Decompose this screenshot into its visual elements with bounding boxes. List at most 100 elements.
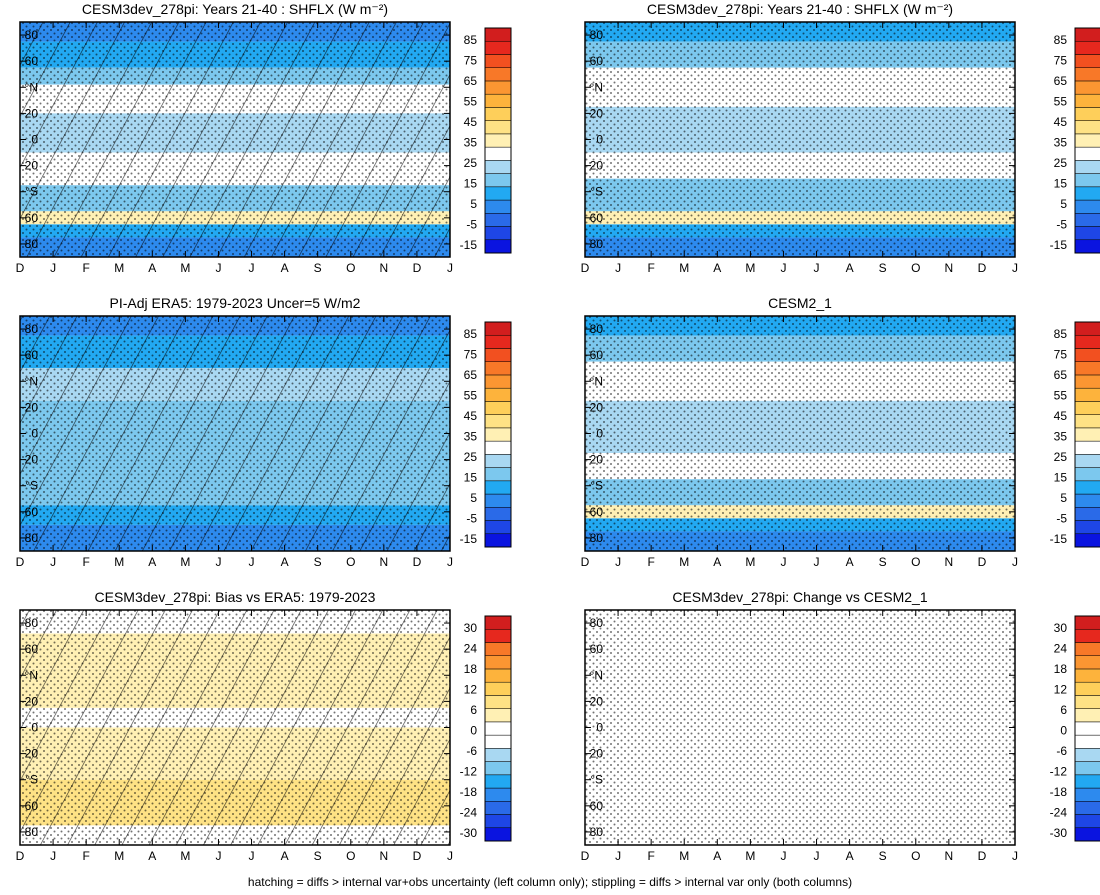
y-tick-label: 80 xyxy=(25,28,39,42)
colorbar-swatch xyxy=(484,427,512,442)
colorbar-swatch xyxy=(484,440,512,455)
colorbar-swatch xyxy=(484,655,512,670)
x-tick-label: J xyxy=(50,849,56,863)
colorbar-swatch xyxy=(484,199,512,214)
colorbar-swatch xyxy=(1074,493,1100,508)
colorbar-swatch xyxy=(484,93,512,108)
x-tick-label: F xyxy=(82,261,89,275)
colorbar-swatch xyxy=(484,628,512,643)
x-tick-label: M xyxy=(114,261,124,275)
colorbar-label: 45 xyxy=(1054,115,1068,129)
colorbar-label: 0 xyxy=(1060,724,1067,738)
colorbar-label: 18 xyxy=(464,662,478,676)
x-tick-label: S xyxy=(879,261,887,275)
colorbar-label: 18 xyxy=(1054,662,1068,676)
colorbar-swatch xyxy=(1074,40,1100,55)
colorbar-swatch xyxy=(1074,374,1100,389)
colorbar-swatch xyxy=(1074,507,1100,521)
y-tick-label: 0 xyxy=(596,133,603,147)
panel-title: CESM3dev_278pi: Years 21-40 : SHFLX (W m… xyxy=(82,1,388,17)
colorbar-label: -18 xyxy=(1050,785,1068,799)
x-tick-label: A xyxy=(846,261,854,275)
colorbar-label: 24 xyxy=(1054,642,1068,656)
x-tick-label: N xyxy=(945,555,954,569)
x-tick-label: J xyxy=(215,849,221,863)
colorbar-label: 55 xyxy=(1054,389,1068,403)
colorbar-label: 85 xyxy=(464,327,478,341)
panel-middle-right: CESM2_1 -553322183012402-158060°N20020°S… xyxy=(581,295,1018,569)
x-tick-label: J xyxy=(814,261,820,275)
colorbar-label: 6 xyxy=(1060,703,1067,717)
x-tick-label: M xyxy=(745,555,755,569)
y-tick-label: °S xyxy=(590,185,603,199)
colorbar-label: 15 xyxy=(1054,471,1068,485)
x-tick-label: S xyxy=(879,555,887,569)
colorbar-label: 25 xyxy=(464,156,478,170)
colorbar-label: -15 xyxy=(1050,532,1068,546)
colorbar-swatch xyxy=(484,520,512,535)
colorbar-swatch xyxy=(1074,173,1100,188)
colorbar-label: -5 xyxy=(466,218,477,232)
y-tick-label: 60 xyxy=(25,348,39,362)
colorbar-bottom-right: 30 24 18 12 6 0 -6 -12 -18 -24 -30 xyxy=(1050,615,1100,842)
colorbar-swatch xyxy=(1074,321,1100,336)
colorbar-label: 25 xyxy=(1054,450,1068,464)
colorbar-label: 15 xyxy=(464,471,478,485)
colorbar-swatch xyxy=(1074,213,1100,227)
colorbar-swatch xyxy=(1074,761,1100,776)
y-tick-label: 60 xyxy=(590,54,604,68)
colorbar-label: 15 xyxy=(464,177,478,191)
colorbar-swatch xyxy=(1074,440,1100,455)
colorbar-label: -24 xyxy=(460,806,478,820)
colorbar-swatch xyxy=(484,239,512,254)
x-tick-label: D xyxy=(581,555,590,569)
y-tick-label: 60 xyxy=(590,348,604,362)
colorbar-label: 12 xyxy=(464,683,478,697)
colorbar-swatch xyxy=(1074,199,1100,214)
colorbar-swatch xyxy=(484,186,512,201)
colorbar-swatch xyxy=(1074,361,1100,376)
colorbar-swatch xyxy=(484,40,512,55)
x-tick-label: N xyxy=(380,555,389,569)
x-tick-label: F xyxy=(647,849,654,863)
x-tick-label: F xyxy=(82,555,89,569)
colorbar-swatch xyxy=(484,493,512,508)
colorbar-swatch xyxy=(1074,334,1100,349)
y-tick-label: 80 xyxy=(590,28,604,42)
colorbar-label: 30 xyxy=(1054,621,1068,635)
colorbar-swatch xyxy=(1074,239,1100,254)
x-tick-label: J xyxy=(615,555,621,569)
colorbar-label: 5 xyxy=(470,197,477,211)
colorbar-label: 45 xyxy=(464,115,478,129)
x-tick-label: O xyxy=(911,849,920,863)
colorbar-swatch xyxy=(1074,520,1100,535)
colorbar-swatch xyxy=(1074,814,1100,829)
x-tick-label: J xyxy=(50,555,56,569)
y-tick-label: 60 xyxy=(25,642,39,656)
y-tick-label: °N xyxy=(25,668,38,682)
y-tick-label: 80 xyxy=(590,616,604,630)
colorbar-label: -5 xyxy=(466,512,477,526)
x-tick-label: D xyxy=(16,849,25,863)
x-tick-label: M xyxy=(745,261,755,275)
x-tick-label: S xyxy=(314,555,322,569)
colorbar-swatch xyxy=(1074,827,1100,842)
panel-middle-left: PI-Adj ERA5: 1979-2023 Uncer=5 W/m2 -102… xyxy=(16,295,453,569)
colorbar-swatch xyxy=(1074,186,1100,201)
colorbar-label: -12 xyxy=(460,765,478,779)
colorbar-label: 35 xyxy=(1054,136,1068,150)
colorbar-swatch xyxy=(484,321,512,336)
colorbar-label: -30 xyxy=(460,826,478,840)
colorbar-swatch xyxy=(1074,708,1100,723)
y-tick-label: 20 xyxy=(25,694,39,708)
x-tick-label: F xyxy=(647,261,654,275)
y-tick-label: 80 xyxy=(25,616,39,630)
colorbar-swatch xyxy=(484,827,512,842)
colorbar-swatch xyxy=(1074,721,1100,736)
colorbar-label: 35 xyxy=(1054,430,1068,444)
panel-title: CESM3dev_278pi: Bias vs ERA5: 1979-2023 xyxy=(95,589,376,605)
y-tick-label: °N xyxy=(590,668,603,682)
colorbar-swatch xyxy=(484,761,512,776)
y-tick-label: °N xyxy=(25,80,38,94)
colorbar-swatch xyxy=(1074,120,1100,135)
